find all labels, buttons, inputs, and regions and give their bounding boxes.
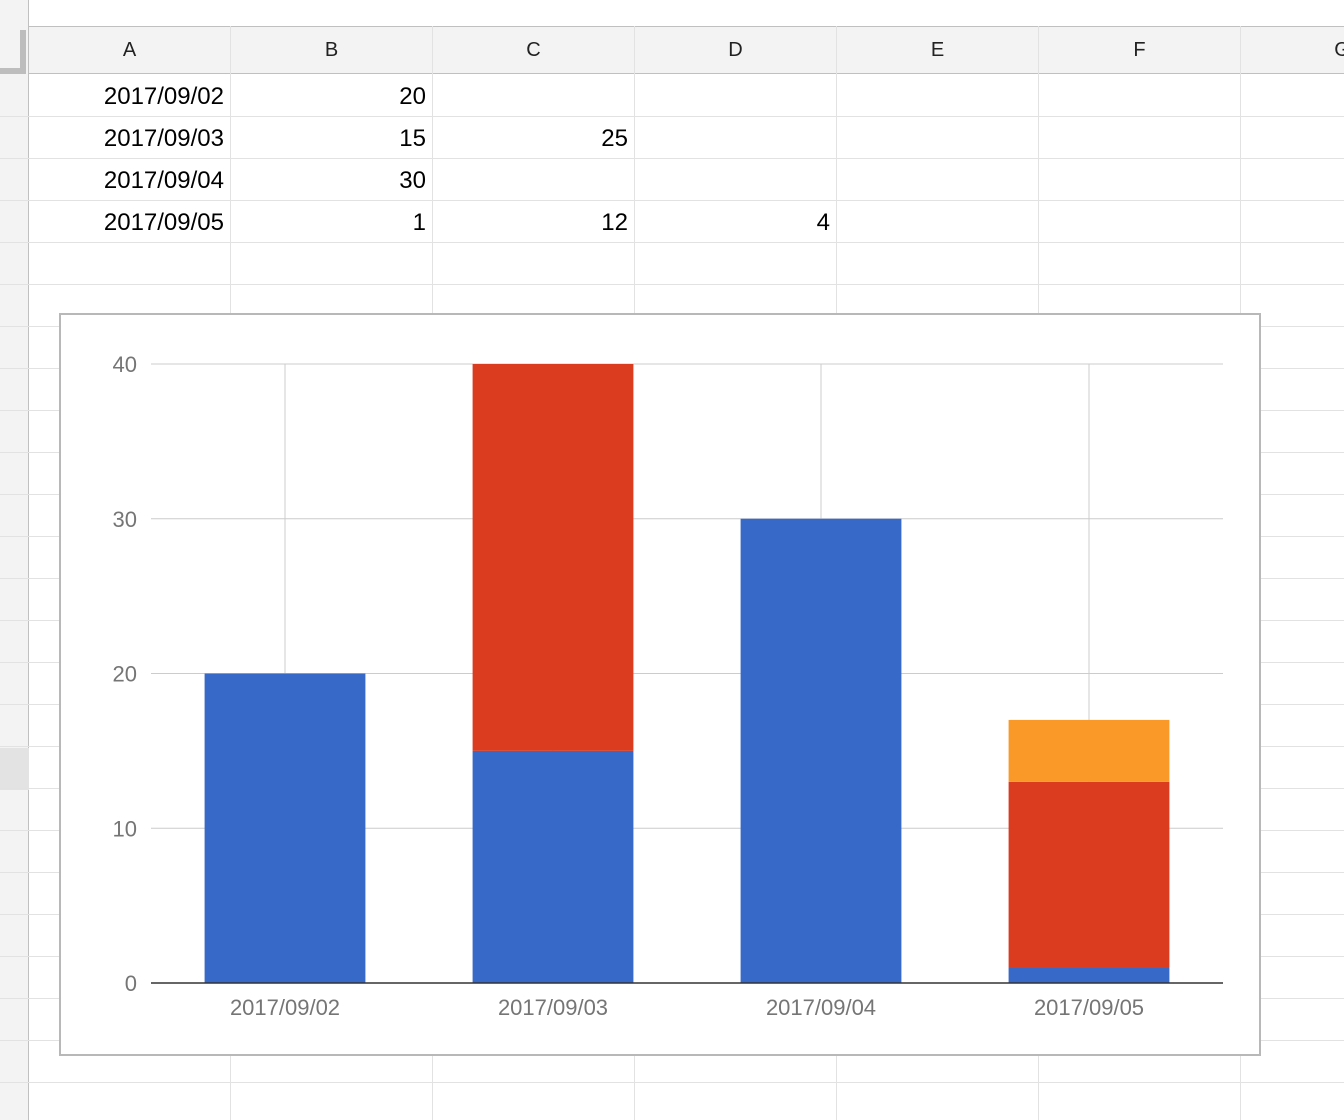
cell-b2[interactable]: 15 <box>399 125 426 152</box>
row-gridline <box>0 116 1344 117</box>
corner-freeze-bar-vertical[interactable] <box>20 30 26 74</box>
bar-series-3-2017-09-05 <box>1008 719 1170 782</box>
top-margin <box>29 0 1344 26</box>
column-header-f[interactable]: F <box>1039 26 1241 74</box>
cell-b3[interactable]: 30 <box>399 167 426 194</box>
cell-a4[interactable]: 2017/09/05 <box>103 209 224 236</box>
row-gridline <box>0 1082 1344 1083</box>
embedded-chart[interactable]: 0 10 20 30 40 2017/09/02 2017/09/03 2017/09/04 2… <box>59 313 1261 1056</box>
bar-series-1-2017-09-02 <box>204 673 366 983</box>
column-header-e[interactable]: E <box>837 26 1039 74</box>
column-header-bar <box>0 26 1344 74</box>
corner-freeze-bar-horizontal[interactable] <box>0 68 26 74</box>
cell-b4[interactable]: 1 <box>412 209 426 236</box>
row-gridline <box>0 242 1344 243</box>
bar-series-2-2017-09-03 <box>472 364 634 751</box>
x-tick-label: 2017/09/05 <box>1034 995 1144 1020</box>
cell-c4[interactable]: 12 <box>601 209 628 236</box>
column-header-c[interactable]: C <box>433 26 635 74</box>
cell-c3[interactable] <box>433 159 635 201</box>
cell-d3[interactable] <box>635 159 837 201</box>
x-tick-label: 2017/09/02 <box>230 995 340 1020</box>
y-tick-label: 20 <box>113 662 137 687</box>
y-tick-label: 30 <box>113 507 137 532</box>
y-tick-label: 40 <box>113 352 137 377</box>
column-header-a[interactable]: A <box>29 26 231 74</box>
row-header-column[interactable] <box>0 0 29 1120</box>
bar-series-1-2017-09-04 <box>740 518 902 983</box>
y-tick-label: 10 <box>113 816 137 841</box>
row-gridline <box>0 200 1344 201</box>
cell-d1[interactable] <box>635 75 837 117</box>
cell-d4[interactable]: 4 <box>816 209 830 236</box>
stacked-column-chart: 0 10 20 30 40 2017/09/02 2017/09/03 2017/09/04 2… <box>113 352 1223 1020</box>
y-tick-label: 0 <box>125 971 137 996</box>
bar-series-2-2017-09-05 <box>1008 781 1170 968</box>
cell-a1[interactable]: 2017/09/02 <box>103 83 224 110</box>
column-header-d[interactable]: D <box>635 26 837 74</box>
x-tick-label: 2017/09/03 <box>498 995 608 1020</box>
cell-a3[interactable]: 2017/09/04 <box>103 167 224 194</box>
row-gridline <box>0 158 1344 159</box>
cell-d2[interactable] <box>635 117 837 159</box>
cell-a2[interactable]: 2017/09/03 <box>103 125 224 152</box>
cell-c2[interactable]: 25 <box>601 125 628 152</box>
column-header-g[interactable]: G <box>1334 39 1344 61</box>
bar-series-1-2017-09-05 <box>1008 967 1170 983</box>
cell-c1[interactable] <box>433 75 635 117</box>
x-tick-label: 2017/09/04 <box>766 995 876 1020</box>
row-header-highlight <box>0 748 29 790</box>
cell-b1[interactable]: 20 <box>399 83 426 110</box>
bar-series-1-2017-09-03 <box>472 750 634 983</box>
column-header-b[interactable]: B <box>231 26 433 74</box>
row-gridline <box>0 284 1344 285</box>
